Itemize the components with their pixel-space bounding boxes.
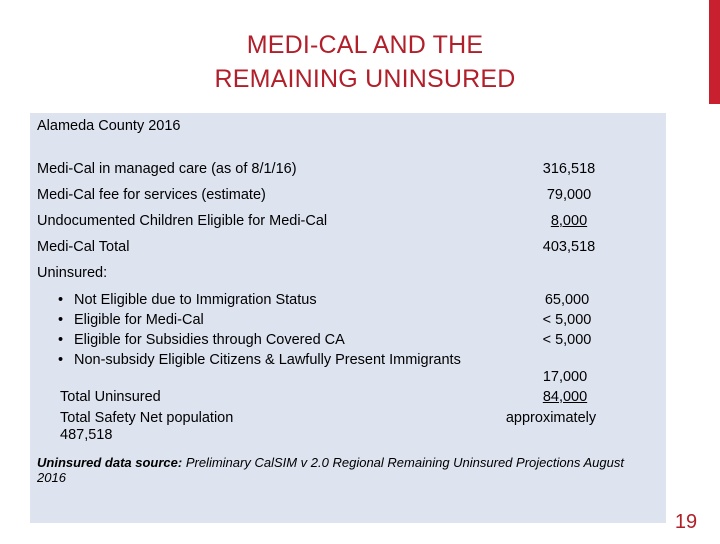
- uninsured-item-label: Eligible for Subsidies through Covered C…: [74, 332, 345, 348]
- uninsured-item-value: 65,000: [544, 292, 590, 308]
- table-header: Alameda County 2016: [37, 118, 181, 134]
- row-label-fee-for-service: Medi-Cal fee for services (estimate): [37, 187, 266, 203]
- safety-net-value: 487,518: [60, 427, 113, 443]
- row-label-undocumented-children: Undocumented Children Eligible for Medi-…: [37, 213, 328, 229]
- row-label-medi-cal-total: Medi-Cal Total: [37, 239, 130, 255]
- source-note: Uninsured data source: Preliminary CalSI…: [37, 455, 647, 485]
- total-uninsured-label: Total Uninsured: [60, 389, 161, 405]
- row-value-managed-care: 316,518: [542, 161, 596, 177]
- total-uninsured-value-wrap: 84,000: [505, 388, 625, 406]
- row-value-fee-for-service: 79,000: [546, 187, 592, 203]
- source-text: Preliminary CalSIM v 2.0 Regional Remain…: [37, 455, 624, 485]
- uninsured-item-value: < 5,000: [542, 312, 592, 328]
- approximately-note: approximately: [505, 410, 597, 426]
- total-uninsured-value: 84,000: [542, 389, 588, 405]
- uninsured-item: • Eligible for Subsidies through Covered …: [58, 331, 345, 349]
- uninsured-item-label: Non-subsidy Eligible Citizens & Lawfully…: [74, 352, 461, 368]
- bullet-icon: •: [58, 292, 64, 308]
- accent-bar: [709, 0, 720, 104]
- uninsured-item: • Non-subsidy Eligible Citizens & Lawfull…: [58, 351, 461, 369]
- uninsured-item-label: Eligible for Medi-Cal: [74, 312, 204, 328]
- uninsured-item-value: < 5,000: [542, 332, 592, 348]
- row-value-medi-cal-total: 403,518: [542, 239, 596, 255]
- row-value-undocumented-children: 8,000: [550, 213, 588, 229]
- uninsured-item-label: Not Eligible due to Immigration Status: [74, 292, 317, 308]
- data-panel: [30, 113, 666, 523]
- title-line-1: MEDI-CAL AND THE: [246, 31, 484, 59]
- slide-title: MEDI-CAL AND THE REMAINING UNINSURED: [150, 28, 580, 96]
- uninsured-item: • Eligible for Medi-Cal: [58, 311, 204, 329]
- uninsured-label: Uninsured:: [37, 265, 108, 281]
- page-number: 19: [666, 500, 706, 540]
- bullet-icon: •: [58, 332, 64, 348]
- extra-value: 17,000: [542, 369, 588, 385]
- bullet-icon: •: [58, 312, 64, 328]
- title-line-2: REMAINING UNINSURED: [214, 65, 516, 93]
- row-value-undocumented-children-wrap: 8,000: [509, 212, 629, 230]
- source-label: Uninsured data source:: [37, 455, 183, 470]
- row-label-managed-care: Medi-Cal in managed care (as of 8/1/16): [37, 161, 297, 177]
- safety-net-label: Total Safety Net population: [60, 410, 234, 426]
- bullet-icon: •: [58, 352, 64, 368]
- uninsured-item: • Not Eligible due to Immigration Status: [58, 291, 317, 309]
